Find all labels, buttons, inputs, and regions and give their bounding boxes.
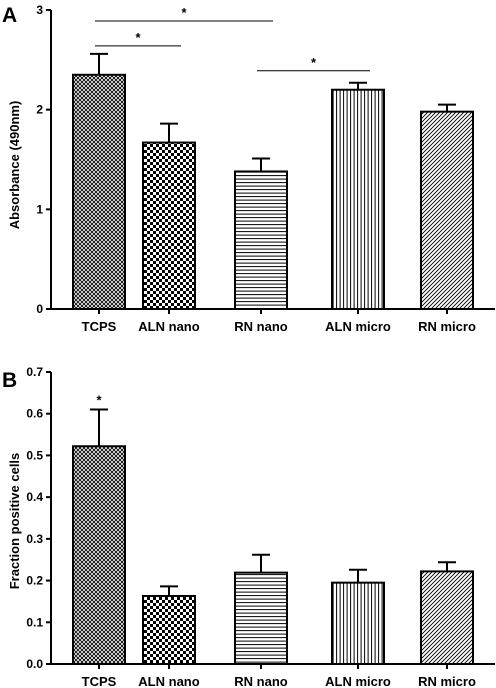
y-tick-label: 0.6 [26,407,43,421]
bar [331,88,385,310]
x-tick-label: RN nano [234,319,288,334]
panel-a-label: A [2,4,17,27]
panel-b-label: B [2,369,17,392]
y-tick-label: 0.1 [26,615,43,629]
x-tick-label: RN micro [418,674,476,688]
significance-star: * [311,55,317,70]
y-tick-label: 0.7 [26,365,43,379]
significance-star: * [135,30,141,45]
y-tick-label: 0.0 [26,657,43,671]
y-tick-label: 0.4 [26,490,43,504]
y-tick-label: 0.2 [26,574,43,588]
bar [234,170,288,310]
bar [331,581,385,666]
x-tick-label: RN nano [234,674,288,688]
bar [142,141,196,310]
x-tick-label: ALN micro [325,319,391,334]
x-tick-label: RN micro [418,319,476,334]
bar [420,110,474,310]
y-tick-label: 1 [36,202,43,216]
x-tick-label: ALN nano [138,319,199,334]
y-tick-label: 2 [36,103,43,117]
bar-significance-star: * [96,393,102,408]
bar [142,595,196,666]
panel-b-y-axis-title: Fraction positive cells [7,453,22,590]
x-tick-label: ALN nano [138,674,199,688]
panel-b: B Fraction positive cells 0.0 0.1 0.2 0.3 0.… [2,365,495,688]
panel-a: A Absorbance (490nm) 0 1 2 3 TCPS ALN nano RN … [2,3,495,334]
bar [420,570,474,665]
x-tick-label: ALN micro [325,674,391,688]
bar [72,73,126,310]
bar [72,445,126,665]
panel-a-y-axis-title: Absorbance (490nm) [7,101,22,230]
y-tick-label: 0.5 [26,448,43,462]
x-tick-label: TCPS [82,674,117,688]
y-tick-label: 0.3 [26,532,43,546]
y-tick-label: 0 [36,302,43,316]
significance-star: * [181,5,187,20]
x-tick-label: TCPS [82,319,117,334]
bar [234,571,288,665]
y-tick-label: 3 [36,3,43,17]
